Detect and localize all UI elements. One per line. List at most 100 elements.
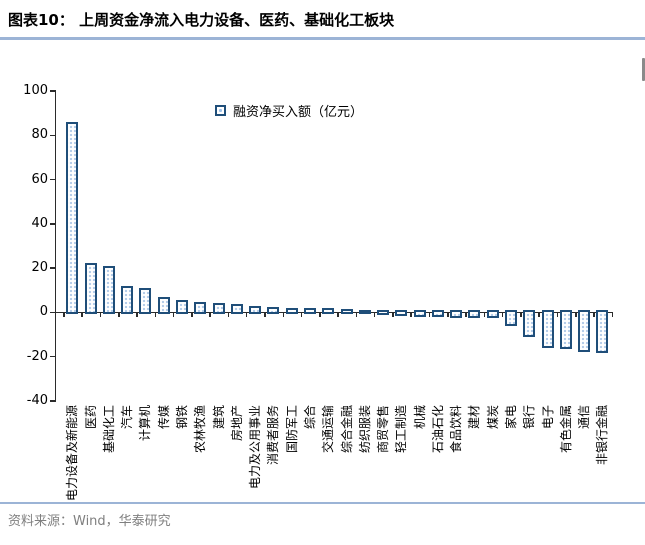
- x-axis-label: 综合: [302, 405, 317, 430]
- x-axis-tick: [355, 312, 358, 318]
- title-divider-line: [0, 37, 645, 40]
- bar-基础化工: [102, 266, 115, 315]
- x-axis-label-cell: 国防军工: [283, 405, 299, 545]
- x-axis-label: 房地产: [229, 405, 244, 442]
- x-axis-label-cell: 综合金融: [338, 405, 354, 545]
- bar-交通运输: [322, 308, 335, 315]
- x-axis-tick: [154, 312, 157, 318]
- x-axis-label-cell: 机械: [411, 405, 427, 545]
- x-axis-label-cell: 综合: [301, 405, 317, 545]
- x-axis-label-cell: 非银行金融: [593, 405, 609, 545]
- bar-机械: [413, 310, 426, 317]
- x-axis-tick: [136, 312, 138, 318]
- x-axis-tick: [63, 312, 65, 318]
- y-axis-tick-label: 60: [31, 171, 48, 187]
- x-axis-tick: [593, 312, 595, 318]
- bar-综合金融: [340, 309, 353, 315]
- bar-房地产: [230, 304, 243, 315]
- x-axis-label: 通信: [577, 405, 592, 430]
- x-axis-label: 食品饮料: [449, 405, 464, 454]
- y-axis-tick-label: 80: [31, 127, 48, 143]
- x-axis-label-cell: 家电: [502, 405, 518, 545]
- x-axis-label: 非银行金融: [595, 405, 610, 466]
- bar-石油石化: [431, 310, 444, 318]
- x-axis-tick: [264, 312, 266, 318]
- y-axis-tick: [50, 400, 56, 402]
- bar-通信: [578, 310, 591, 352]
- bar-非银行金融: [596, 310, 609, 354]
- bar-纺织服装: [358, 309, 371, 315]
- chart-legend: 融资净买入额（亿元）: [215, 101, 363, 120]
- legend-bar-swatch-icon: [215, 105, 226, 116]
- y-axis-tick: [50, 134, 56, 137]
- x-axis-label: 国防军工: [284, 405, 299, 454]
- x-axis-label-cell: 食品饮料: [447, 405, 463, 545]
- x-axis-label: 钢铁: [174, 405, 189, 430]
- x-axis-label: 纺织服装: [357, 405, 372, 454]
- y-axis-tick: [50, 267, 56, 269]
- x-axis-label-cell: 通信: [575, 405, 591, 545]
- x-axis-label: 农林牧渔: [193, 405, 208, 454]
- x-axis-label: 有色金属: [558, 405, 573, 454]
- x-axis-tick: [392, 312, 394, 318]
- x-axis-label-cell: 农林牧渔: [191, 405, 207, 545]
- bar-煤炭: [486, 310, 499, 319]
- x-axis-label: 煤炭: [485, 405, 500, 430]
- chart-title: 图表10： 上周资金净流入电力设备、医药、基础化工板块: [8, 11, 395, 29]
- x-axis-label-cell: 有色金属: [557, 405, 573, 545]
- bar-商贸零售: [377, 310, 390, 316]
- bar-综合: [303, 307, 316, 315]
- x-axis-tick: [300, 312, 303, 318]
- x-axis-label: 建筑: [211, 405, 226, 430]
- x-axis-label: 电力及公用事业: [248, 405, 263, 490]
- x-axis-tick: [611, 312, 614, 318]
- bar-钢铁: [175, 300, 188, 315]
- x-axis-label: 商贸零售: [376, 405, 391, 454]
- x-axis-tick: [282, 312, 285, 318]
- y-axis-tick-label: -40: [26, 393, 48, 408]
- x-axis-tick: [501, 312, 504, 318]
- x-axis-label-cell: 建筑: [210, 405, 226, 545]
- bar-国防军工: [285, 307, 298, 315]
- y-axis-tick: [50, 90, 56, 92]
- x-axis-label-cell: 轻工制造: [392, 405, 408, 545]
- x-axis-label-cell: 纺织服装: [356, 405, 372, 545]
- x-axis-label-cell: 钢铁: [173, 405, 189, 545]
- bar-传媒: [157, 297, 170, 315]
- bar-电力及公用事业: [249, 305, 262, 315]
- x-axis-label: 消费者服务: [266, 405, 281, 466]
- x-axis-tick: [575, 312, 577, 318]
- x-axis-tick: [209, 312, 211, 318]
- x-axis-tick: [172, 312, 175, 318]
- x-axis-tick: [227, 312, 230, 318]
- scrollbar-thumb[interactable]: [642, 58, 645, 81]
- y-axis-tick: [50, 355, 56, 358]
- bar-医药: [84, 262, 97, 315]
- bar-农林牧渔: [194, 302, 207, 315]
- x-axis-label-cell: 煤炭: [484, 405, 500, 545]
- legend-label: 融资净买入额（亿元）: [233, 105, 364, 120]
- x-axis-tick: [483, 312, 486, 318]
- bar-电力设备及新能源: [66, 122, 79, 315]
- x-axis-label-cell: 电力及公用事业: [246, 405, 262, 545]
- x-axis-tick: [428, 312, 431, 318]
- bar-建筑: [212, 303, 225, 315]
- y-axis-tick-label: -20: [26, 348, 48, 364]
- plot-area: [50, 90, 614, 402]
- bar-食品饮料: [450, 310, 463, 318]
- bar-chart: 100 80 60 40 20 0 -20 -40 融资净买入额（亿元） 电力设备及新能源 医药…: [0, 42, 645, 501]
- x-axis-label-cell: 石油石化: [429, 405, 445, 545]
- x-axis-tick: [447, 312, 449, 318]
- x-axis-tick: [191, 312, 193, 318]
- x-axis-label-cell: 消费者服务: [264, 405, 280, 545]
- x-axis-label: 石油石化: [430, 405, 445, 454]
- bar-汽车: [121, 286, 134, 315]
- x-axis-label: 机械: [412, 405, 427, 430]
- x-axis-label-cell: 交通运输: [319, 405, 335, 545]
- bar-家电: [505, 310, 518, 327]
- y-axis-tick-label: 100: [23, 83, 48, 98]
- y-axis-tick-label: 0: [39, 304, 48, 320]
- x-axis-tick: [118, 312, 120, 318]
- x-axis-tick: [99, 312, 102, 318]
- x-axis-tick: [319, 312, 321, 318]
